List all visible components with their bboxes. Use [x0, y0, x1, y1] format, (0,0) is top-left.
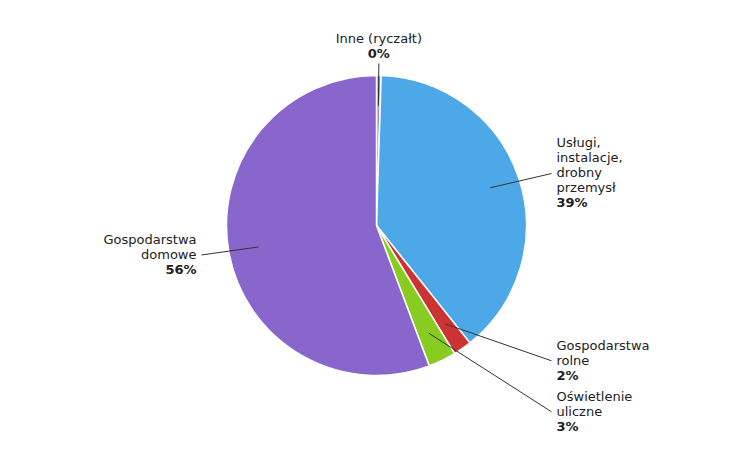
leader-line [490, 174, 551, 188]
category-label: Usługi,instalacje,drobnyprzemysł [557, 135, 623, 195]
data-label: 56% [165, 262, 196, 277]
chart: Inne (ryczałt)0% Usługi,instalacje,drobny… [0, 0, 753, 451]
data-label: 39% [557, 195, 588, 210]
pie-slice [226, 76, 429, 376]
leader-line [202, 247, 259, 255]
category-label: Gospodarstwarolne [557, 338, 650, 368]
data-label: 3% [557, 419, 579, 434]
labels: Inne (ryczałt)0% Usługi,instalacje,drobny… [103, 31, 649, 434]
data-label: 2% [557, 368, 579, 383]
leader-line [429, 333, 551, 411]
slices [226, 76, 526, 376]
leader-line [378, 64, 379, 106]
leader-line [445, 324, 551, 361]
category-label: Oświetlenieuliczne [557, 389, 633, 419]
category-label: Inne (ryczałt) [336, 31, 422, 46]
leader-lines [202, 64, 552, 412]
category-label: Gospodarstwadomowe [103, 232, 196, 262]
data-label: 0% [368, 46, 390, 61]
